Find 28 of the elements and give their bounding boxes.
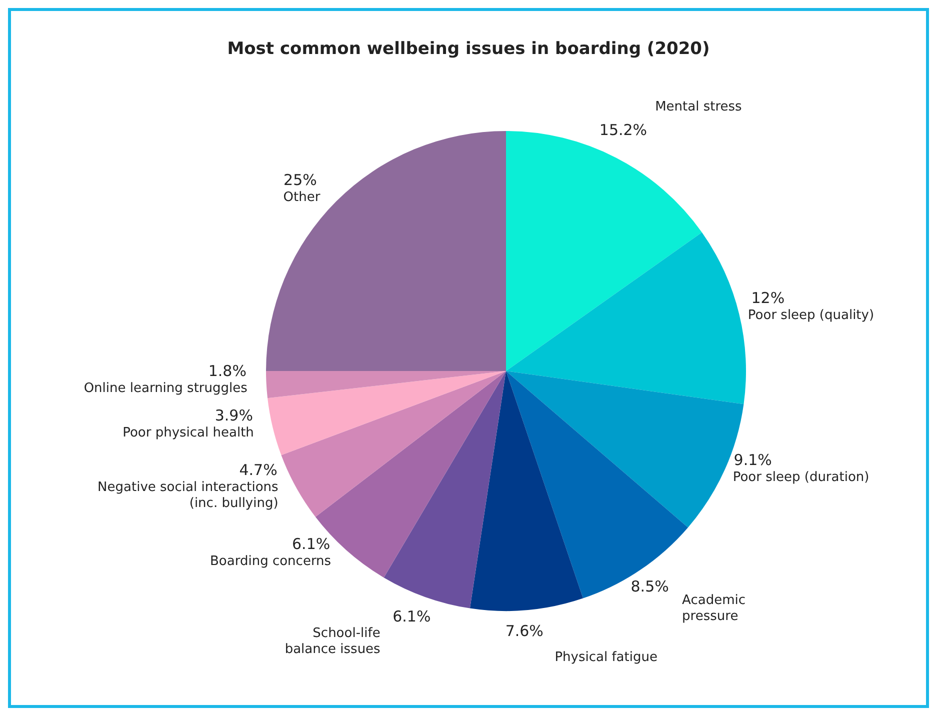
data-label: 4.7% — [239, 461, 278, 480]
data-label: 8.5% — [630, 577, 669, 596]
slice-label: Mental stress — [655, 99, 742, 114]
data-label: 15.2% — [599, 120, 648, 139]
slice-label: School-life balance issues — [284, 626, 381, 657]
slice-label: Online learning struggles — [84, 380, 248, 396]
slice-label: Negative social interactions (inc. bullying) — [98, 480, 279, 511]
data-label: 7.6% — [505, 622, 544, 640]
pie-slice — [470, 371, 584, 611]
slice-label: Academic pressure — [682, 592, 746, 624]
pie-slice — [384, 371, 506, 608]
pie-slice — [506, 232, 746, 404]
data-label: 6.1% — [392, 608, 431, 626]
slice-label: Poor sleep (quality) — [748, 307, 874, 322]
data-label: 3.9% — [214, 406, 253, 424]
slice-label: Boarding concerns — [210, 554, 332, 569]
slice-label: Physical fatigue — [554, 649, 658, 664]
slice-label: Poor physical health — [122, 424, 254, 440]
data-label: 9.1% — [734, 450, 772, 469]
data-label: 1.8% — [208, 362, 246, 380]
pie-slice — [268, 371, 506, 456]
data-label: 25% — [284, 171, 317, 190]
data-label: 6.1% — [292, 535, 330, 554]
slice-label: Poor sleep (duration) — [732, 469, 870, 484]
slice-label: Other — [283, 190, 321, 205]
data-label: 12% — [751, 288, 785, 307]
chart-title: Most common wellbeing issues in boarding (2020) — [226, 39, 711, 59]
pie-slice — [266, 131, 506, 371]
